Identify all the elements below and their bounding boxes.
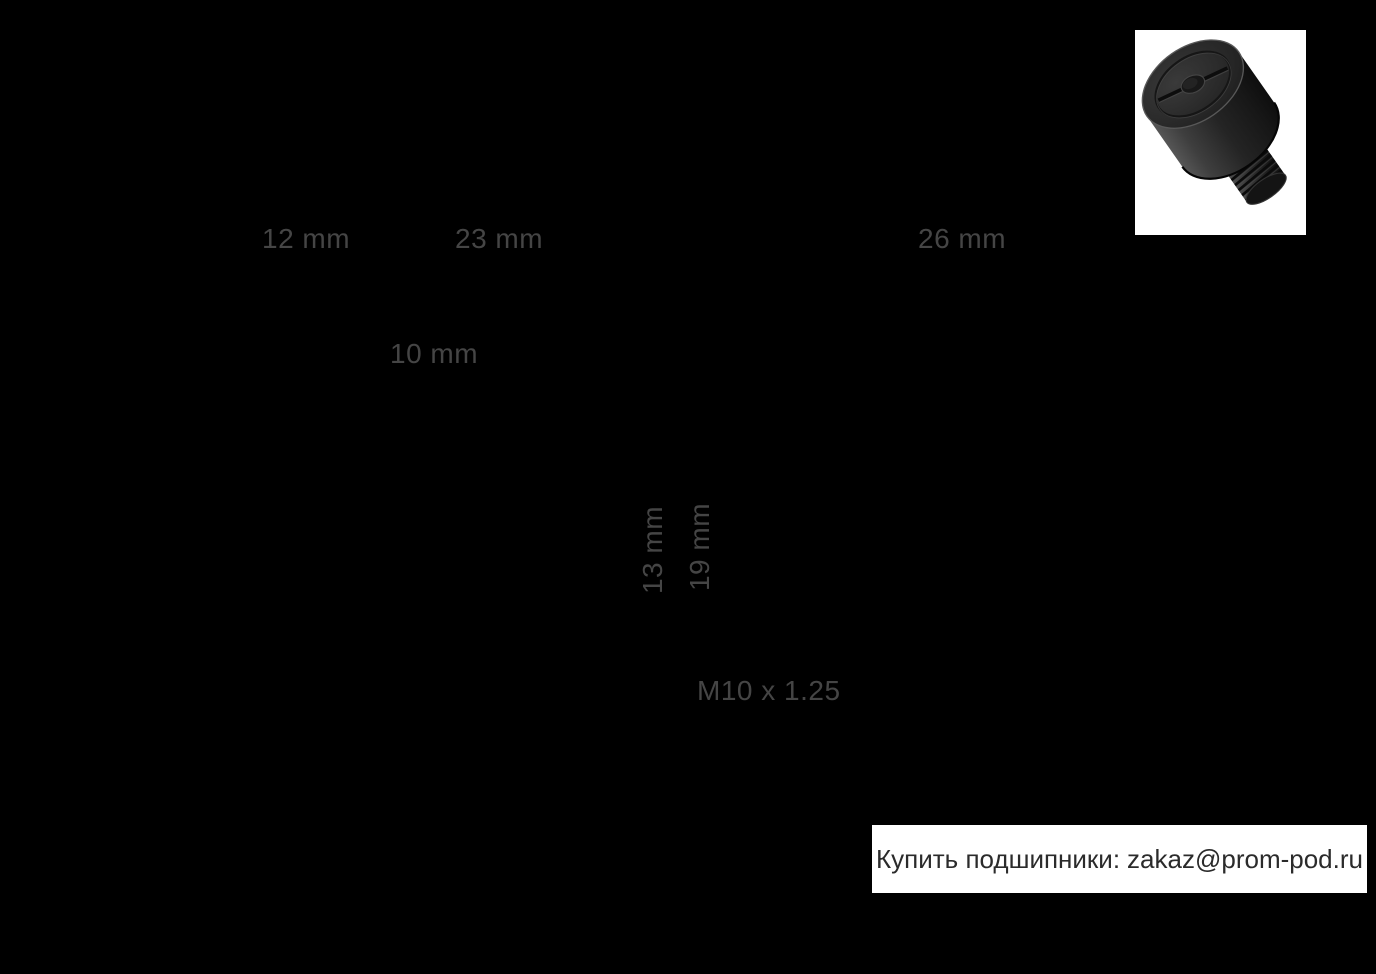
contact-email[interactable]: zakaz@prom-pod.ru bbox=[1127, 843, 1363, 874]
contact-banner: Купить подшипники: zakaz@prom-pod.ru bbox=[872, 825, 1367, 893]
bearing-slot bbox=[1157, 66, 1229, 103]
thread-spec-label: M10 x 1.25 bbox=[697, 675, 841, 706]
bearing-face bbox=[1141, 39, 1245, 129]
dimension-label-19mm: 19 mm bbox=[684, 502, 715, 592]
bearing-3d-render bbox=[1141, 39, 1287, 205]
contact-banner-label: Купить подшипники: bbox=[876, 843, 1121, 874]
dimension-label-10mm: 10 mm bbox=[390, 338, 479, 369]
dimension-label-23mm: 23 mm bbox=[455, 223, 544, 254]
bearing-head bbox=[1141, 39, 1280, 180]
product-image-box bbox=[1135, 30, 1306, 235]
dimension-label-26mm: 26 mm bbox=[918, 223, 1007, 254]
dimension-label-12mm: 12 mm bbox=[262, 223, 351, 254]
dimension-label-13mm: 13 mm bbox=[637, 505, 668, 595]
